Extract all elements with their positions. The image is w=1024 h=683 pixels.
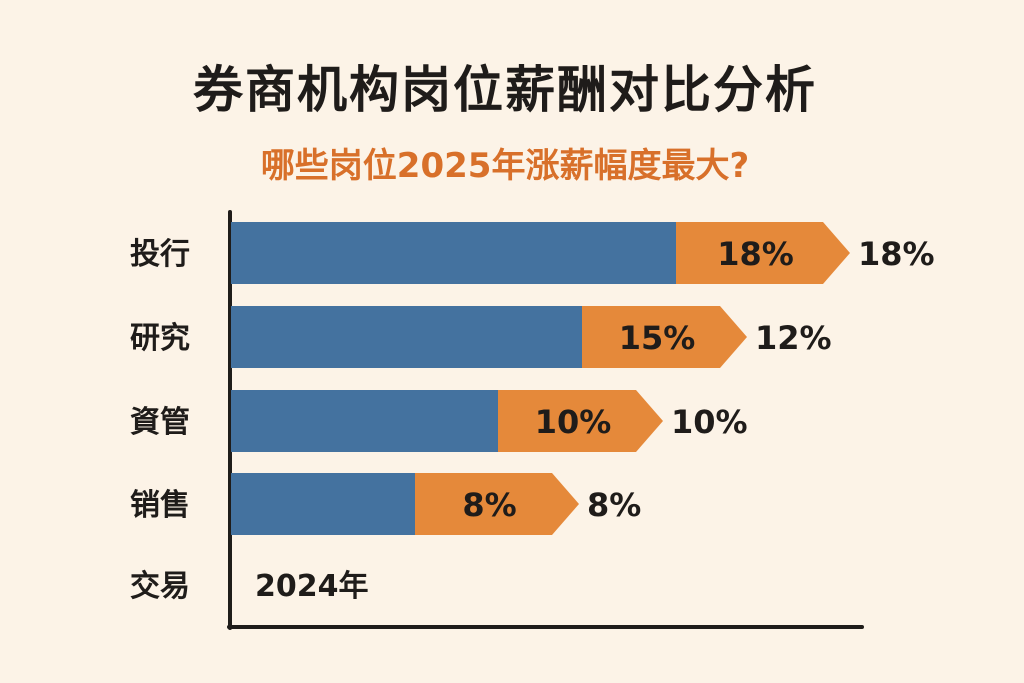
legend-label-2024: 2024年 bbox=[255, 569, 369, 604]
bar-increase bbox=[415, 473, 579, 535]
data-label-inside: 15% bbox=[619, 319, 696, 357]
bar-2024 bbox=[231, 473, 415, 535]
data-label-outside: 8% bbox=[587, 486, 641, 524]
bar-increase bbox=[582, 306, 747, 368]
category-label: 销售 bbox=[130, 488, 190, 523]
chart-subtitle: 哪些岗位2025年涨薪幅度最大? bbox=[260, 146, 750, 186]
category-label: 資管 bbox=[130, 405, 190, 440]
data-label-inside: 8% bbox=[462, 486, 516, 524]
bar-2024 bbox=[231, 306, 582, 368]
chart-title: 券商机构岗位薪酬对比分析 bbox=[193, 61, 817, 119]
bar-increase bbox=[498, 390, 663, 452]
data-label-inside: 10% bbox=[535, 403, 612, 441]
category-label: 投行 bbox=[130, 237, 190, 272]
bar-2024 bbox=[231, 390, 498, 452]
data-label-inside: 18% bbox=[717, 235, 794, 273]
data-label-outside: 18% bbox=[858, 235, 935, 273]
bar-2024 bbox=[231, 222, 676, 284]
category-label: 研究 bbox=[130, 321, 190, 356]
bar-increase bbox=[676, 222, 850, 284]
data-label-outside: 12% bbox=[755, 319, 832, 357]
data-label-outside: 10% bbox=[671, 403, 748, 441]
category-label: 交易 bbox=[130, 569, 190, 604]
